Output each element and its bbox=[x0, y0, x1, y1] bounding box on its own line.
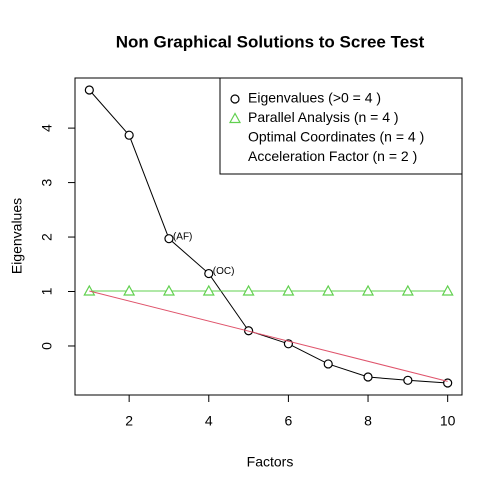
point bbox=[322, 284, 335, 296]
x-tick-label: 6 bbox=[285, 413, 293, 429]
point bbox=[84, 85, 94, 95]
legend-label: Eigenvalues (>0 = 4 ) bbox=[248, 90, 381, 106]
point bbox=[403, 375, 413, 385]
point bbox=[83, 284, 96, 296]
point bbox=[202, 284, 215, 296]
y-tick-label: 1 bbox=[39, 287, 55, 295]
series-line bbox=[88, 89, 448, 384]
legend-symbol bbox=[228, 112, 242, 124]
annotation: (AF) bbox=[173, 231, 192, 242]
x-tick-label: 2 bbox=[125, 413, 133, 429]
chart-title: Non Graphical Solutions to Scree Test bbox=[116, 32, 425, 51]
legend-box bbox=[219, 77, 463, 175]
point bbox=[162, 284, 175, 296]
point bbox=[401, 284, 414, 296]
point bbox=[282, 284, 295, 296]
y-tick-label: 2 bbox=[39, 233, 55, 241]
point bbox=[441, 284, 454, 296]
point bbox=[362, 284, 375, 296]
y-tick-label: 0 bbox=[39, 342, 55, 350]
point bbox=[164, 234, 174, 244]
x-tick-label: 10 bbox=[440, 413, 456, 429]
point bbox=[242, 284, 255, 296]
legend-label: Parallel Analysis (n = 4 ) bbox=[248, 109, 399, 125]
point bbox=[123, 284, 136, 296]
series-line bbox=[89, 290, 448, 382]
y-tick-label: 3 bbox=[39, 178, 55, 186]
y-axis-label: Eigenvalues bbox=[9, 198, 25, 274]
point bbox=[124, 130, 134, 140]
legend-symbol bbox=[230, 94, 240, 104]
x-tick-label: 8 bbox=[364, 413, 372, 429]
x-tick-label: 4 bbox=[205, 413, 213, 429]
y-tick-label: 4 bbox=[39, 124, 55, 132]
point bbox=[323, 359, 333, 369]
point bbox=[204, 268, 214, 279]
legend-label: Optimal Coordinates (n = 4 ) bbox=[248, 129, 424, 145]
annotation: (OC) bbox=[213, 266, 235, 277]
point bbox=[363, 372, 373, 382]
legend-label: Acceleration Factor (n = 2 ) bbox=[248, 148, 417, 164]
x-axis-label: Factors bbox=[247, 454, 294, 470]
